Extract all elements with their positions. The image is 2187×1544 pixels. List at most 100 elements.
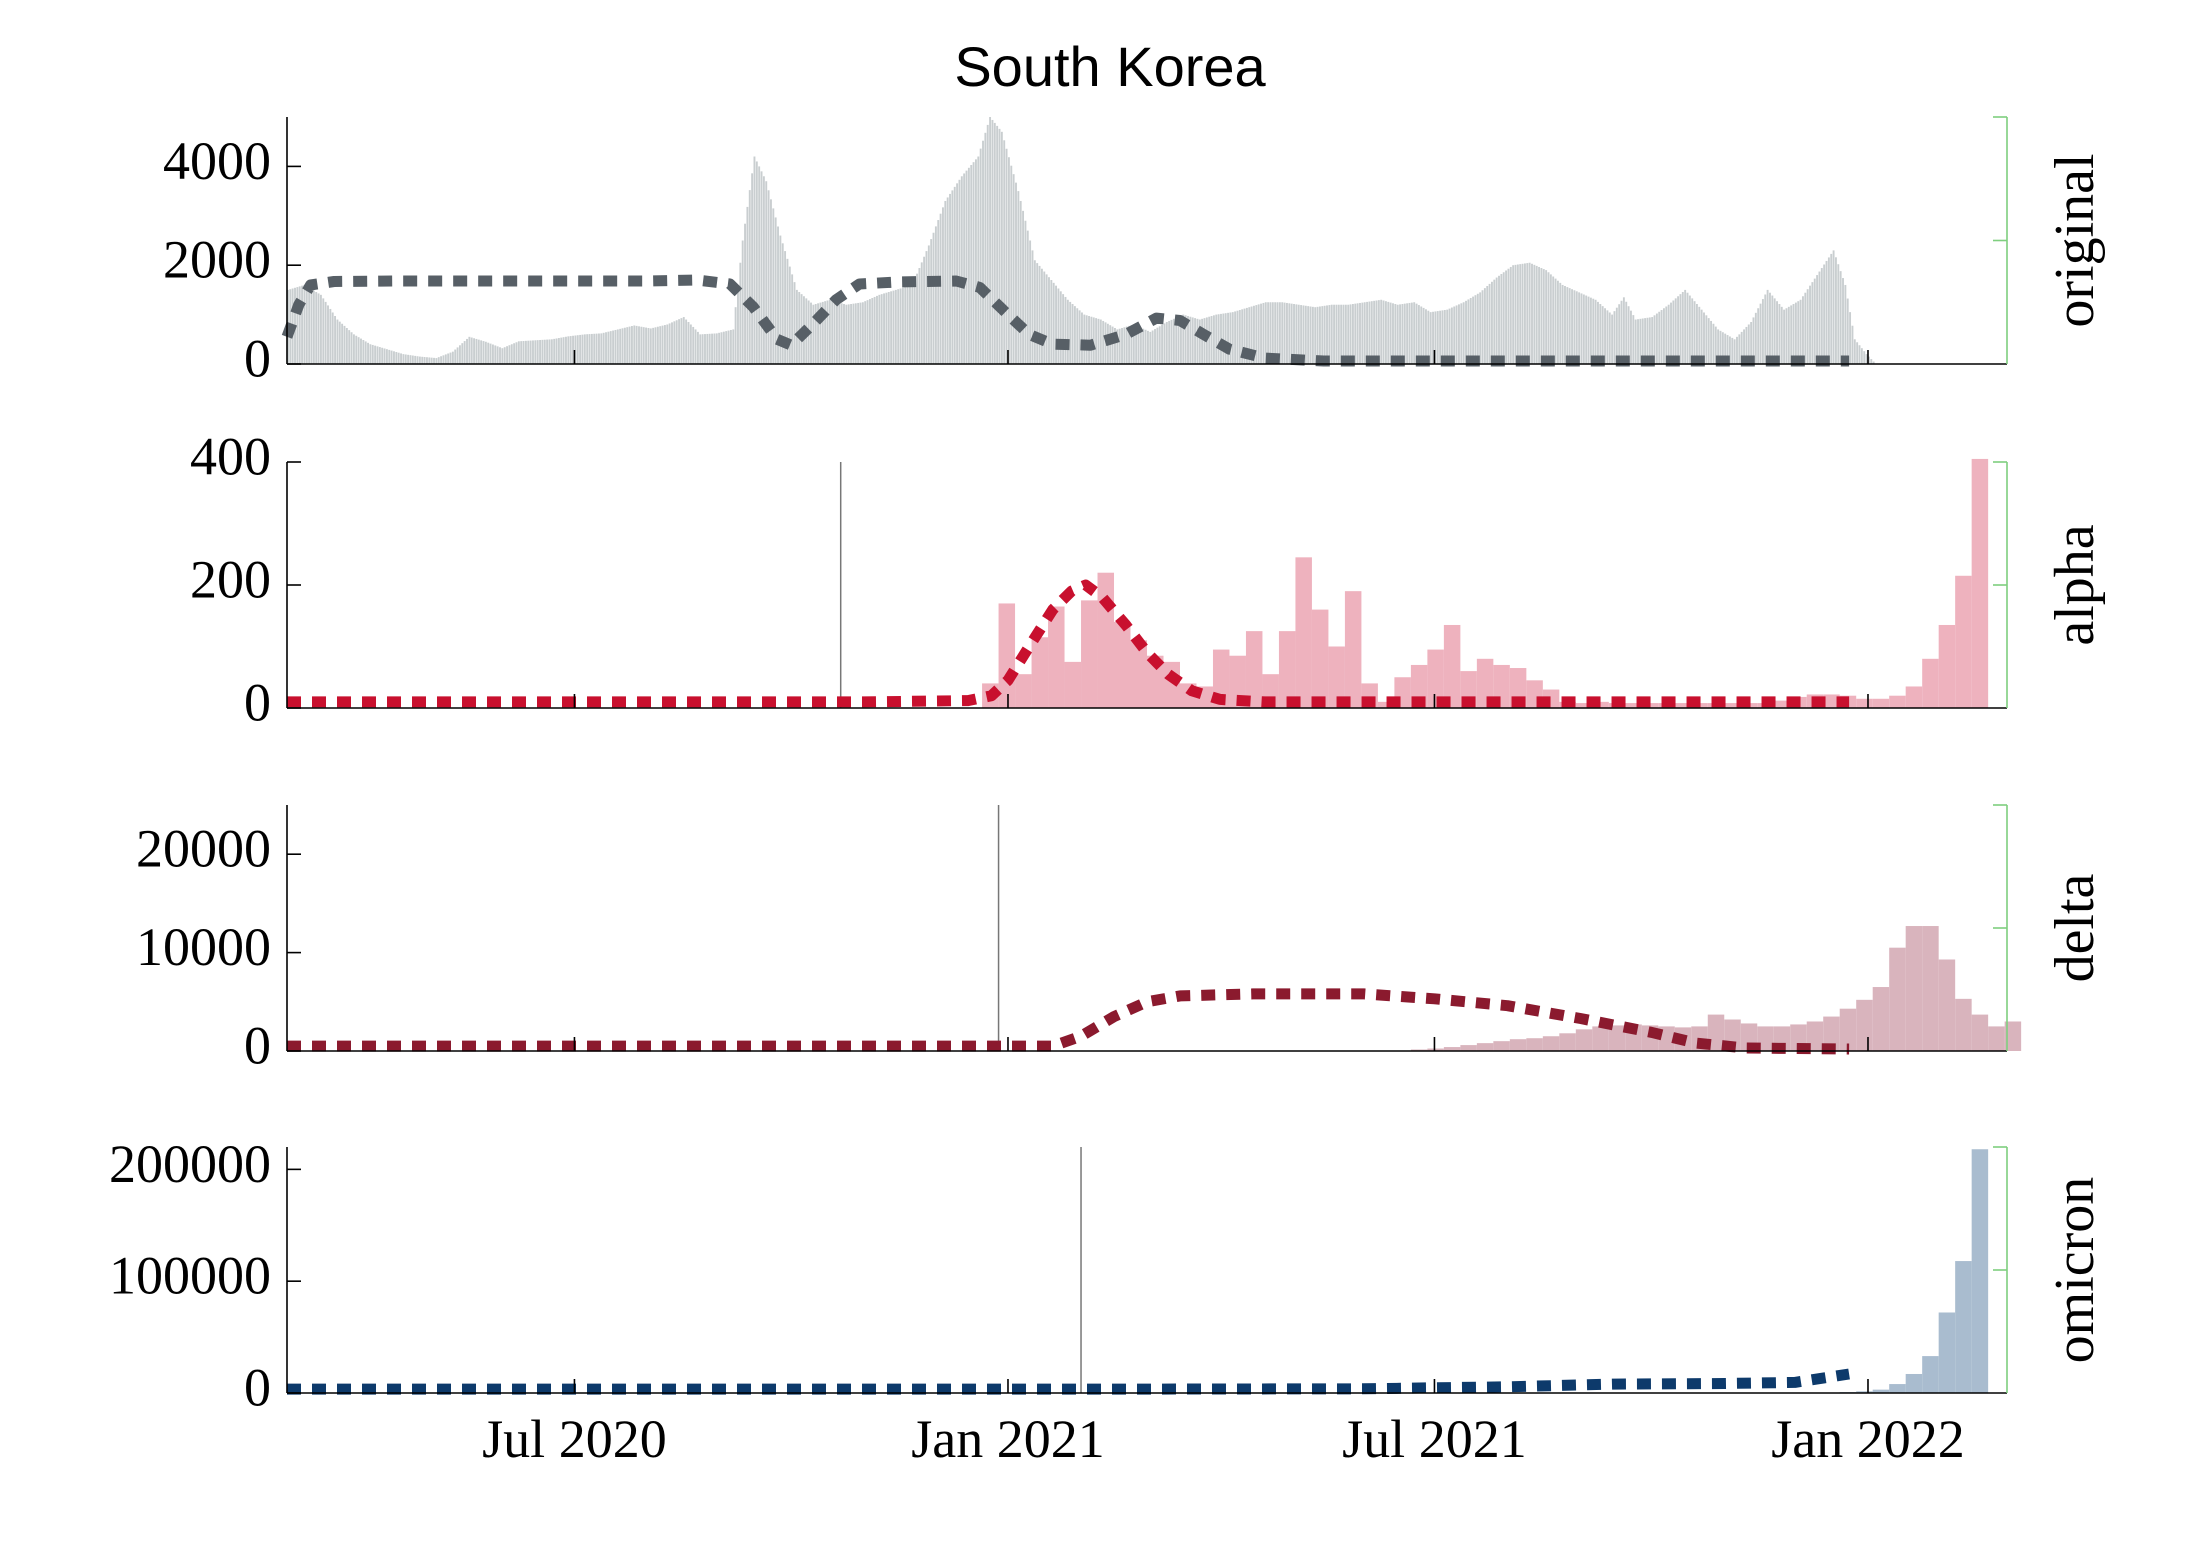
alpha-bar bbox=[1229, 655, 1246, 708]
original-bar bbox=[1566, 287, 1569, 364]
delta-bar bbox=[1971, 1014, 1989, 1051]
original-bar bbox=[319, 294, 322, 364]
original-bar bbox=[1846, 298, 1849, 364]
original-bar bbox=[454, 349, 457, 364]
original-bar bbox=[1575, 291, 1578, 364]
original-bar bbox=[1693, 301, 1696, 364]
original-bar bbox=[649, 328, 652, 364]
original-bar bbox=[786, 258, 789, 364]
original-bar bbox=[1215, 314, 1218, 364]
original-bar bbox=[1479, 292, 1482, 364]
original-bar bbox=[678, 319, 681, 364]
original-bar bbox=[687, 322, 690, 364]
alpha-bar bbox=[1938, 624, 1956, 708]
original-bar bbox=[555, 338, 558, 364]
original-bar bbox=[1695, 304, 1698, 364]
original-bar bbox=[1761, 299, 1764, 364]
alpha-bar bbox=[1031, 637, 1049, 708]
original-bar bbox=[590, 333, 593, 364]
original-bar bbox=[383, 348, 386, 364]
original-bar bbox=[692, 326, 695, 364]
alpha-bar bbox=[1592, 701, 1609, 708]
original-bar bbox=[374, 345, 377, 364]
original-bar bbox=[1818, 271, 1821, 364]
original-bar bbox=[1648, 317, 1651, 364]
original-bar bbox=[873, 296, 876, 364]
delta-bar bbox=[1575, 1029, 1593, 1051]
original-bar bbox=[468, 336, 471, 364]
original-bar bbox=[812, 304, 815, 364]
original-bar bbox=[1542, 269, 1545, 364]
delta-bar bbox=[1707, 1014, 1725, 1051]
original-bar bbox=[1302, 305, 1305, 364]
original-bar bbox=[1651, 317, 1654, 364]
original-bar bbox=[1809, 285, 1811, 364]
original-bar bbox=[1406, 303, 1409, 364]
alpha-bar bbox=[1097, 572, 1115, 708]
x-axis: Jul 2020 Jan 2021 Jul 2021 Jan 2022 bbox=[482, 1409, 1965, 1469]
original-bar bbox=[1351, 304, 1354, 364]
original-bar bbox=[463, 341, 466, 364]
original-bar bbox=[774, 217, 777, 364]
original-bar bbox=[1326, 305, 1328, 364]
original-bar bbox=[1097, 318, 1100, 364]
original-bar bbox=[1835, 257, 1837, 364]
delta-bar bbox=[1955, 998, 1972, 1051]
original-bar bbox=[1509, 266, 1512, 364]
original-bar bbox=[1571, 289, 1573, 364]
original-bar bbox=[612, 330, 615, 364]
original-bar bbox=[1823, 264, 1826, 364]
original-bar bbox=[1118, 328, 1121, 364]
original-bar bbox=[1184, 315, 1187, 364]
delta-bar bbox=[1476, 1043, 1494, 1051]
original-bar bbox=[338, 321, 341, 364]
original-bar bbox=[675, 320, 678, 364]
delta-bar bbox=[1592, 1026, 1609, 1051]
original-bar bbox=[1707, 318, 1710, 364]
original-bar bbox=[623, 327, 626, 364]
original-bar bbox=[1257, 304, 1260, 364]
original-bar bbox=[1663, 308, 1665, 364]
original-bar bbox=[1599, 304, 1602, 364]
original-bar bbox=[751, 173, 754, 364]
original-bar bbox=[1549, 274, 1552, 364]
original-bar bbox=[1554, 278, 1557, 364]
original-bar bbox=[350, 332, 353, 364]
original-bar bbox=[1337, 304, 1340, 364]
original-bar bbox=[1363, 302, 1366, 364]
original-bar bbox=[659, 326, 662, 364]
original-bar bbox=[1684, 289, 1687, 364]
original-bar bbox=[1182, 314, 1185, 364]
original-bar bbox=[459, 345, 461, 364]
original-bar bbox=[1048, 277, 1050, 364]
original-bar bbox=[1123, 327, 1126, 364]
original-bar bbox=[725, 331, 728, 364]
original-bar bbox=[635, 325, 638, 364]
original-bar bbox=[1637, 319, 1639, 364]
original-bar bbox=[1867, 356, 1870, 364]
original-bar bbox=[1724, 333, 1727, 364]
original-bar bbox=[1081, 312, 1083, 364]
original-bar bbox=[1135, 325, 1138, 364]
original-bar bbox=[633, 325, 636, 364]
original-bar bbox=[626, 327, 629, 364]
original-bar bbox=[1144, 329, 1147, 364]
original-bar bbox=[609, 331, 612, 364]
original-bar bbox=[901, 287, 904, 364]
original-bar bbox=[447, 353, 450, 364]
original-bar bbox=[1361, 302, 1364, 364]
original-bar bbox=[310, 289, 313, 364]
original-bar bbox=[1526, 263, 1529, 364]
original-bar bbox=[1670, 302, 1672, 364]
delta-bar bbox=[1509, 1039, 1527, 1051]
original-bar bbox=[1382, 300, 1385, 364]
original-bar bbox=[689, 324, 692, 364]
original-bar bbox=[654, 327, 657, 364]
original-bar bbox=[423, 357, 426, 364]
original-bar bbox=[642, 327, 645, 364]
original-bar bbox=[1813, 278, 1816, 364]
original-bar bbox=[967, 167, 970, 364]
original-bar bbox=[527, 340, 530, 364]
alpha-bar bbox=[1377, 701, 1395, 708]
original-bar bbox=[1622, 297, 1625, 364]
